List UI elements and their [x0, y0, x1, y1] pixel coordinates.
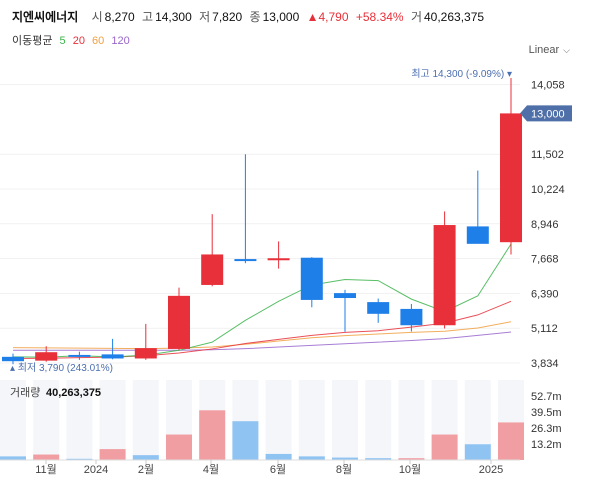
candle-body [134, 348, 157, 359]
ma5-line [12, 243, 512, 358]
candle-body [367, 302, 390, 314]
x-tick-label: 2025 [479, 464, 503, 476]
volume-value: 40,263,375 [423, 10, 485, 24]
high-annotation: 최고 14,300 (-9.09%) ▾ [411, 68, 512, 80]
moving-average-legend[interactable]: 이동평균 5 20 60 120 [12, 32, 134, 48]
x-tick-label: 8월 [336, 463, 352, 476]
x-tick-label: 11월 [35, 463, 57, 476]
low-annotation: ▴ 최저 3,790 (243.01%) [10, 362, 113, 374]
volume-tick-label: 52.7m [531, 391, 562, 403]
volume-column-bg [265, 380, 292, 460]
y-tick-label: 6,390 [531, 288, 559, 300]
ma-5: 5 [59, 35, 66, 47]
ma-60: 60 [92, 35, 105, 47]
candle-body [466, 226, 489, 244]
x-tick-label: 2024 [84, 464, 108, 476]
volume-bar [464, 444, 491, 460]
y-tick-label: 5,112 [531, 323, 558, 335]
volume-bar [265, 453, 292, 460]
volume-bar [199, 410, 226, 460]
volume-column-bg [332, 380, 358, 460]
candle-body [101, 354, 124, 359]
close-value: 13,000 [262, 10, 300, 24]
high-value: 14,300 [155, 10, 192, 24]
ma20-line [12, 300, 512, 359]
y-tick-label: 7,668 [531, 254, 559, 266]
ma120-line [13, 331, 512, 351]
volume-bar [398, 458, 425, 460]
candle-body [334, 293, 356, 299]
volume-column-bg [33, 380, 60, 460]
open-value: 8,270 [104, 10, 135, 24]
y-tick-label: 14,058 [531, 80, 565, 92]
x-tick-label: 6월 [270, 463, 286, 476]
candle-body [68, 354, 91, 357]
volume-title: 거래량 [10, 386, 40, 399]
candle-body [35, 352, 58, 361]
volume-column-bg [132, 380, 159, 460]
stock-name: 지엔씨에너지 [12, 10, 79, 24]
y-tick-label: 10,224 [531, 184, 565, 196]
candle-body [2, 356, 24, 362]
candle-body [267, 258, 290, 261]
volume-bar [431, 434, 458, 460]
current-price-label: 13,000 [531, 108, 565, 120]
y-tick-label: 8,946 [531, 219, 559, 231]
candle-body [201, 254, 224, 285]
scale-mode-dropdown[interactable]: Linear ⌵ [529, 44, 570, 56]
ma-120: 120 [111, 35, 130, 47]
x-tick-label: 2월 [138, 463, 154, 476]
volume-column-bg [0, 380, 26, 460]
change-value: ▲4,790 [306, 10, 349, 24]
low-label: 저 [199, 10, 211, 24]
y-tick-label: 11,502 [531, 149, 564, 161]
candle-body [234, 259, 257, 262]
volume-label: 거 [410, 10, 422, 24]
volume-bar [66, 458, 93, 460]
volume-bar [365, 458, 392, 460]
volume-column-bg [398, 380, 425, 460]
candle-body [433, 225, 456, 326]
moving-average-label: 이동평균 [12, 35, 53, 47]
volume-bar [0, 456, 26, 460]
volume-column-bg [66, 380, 93, 460]
volume-bar [298, 456, 325, 460]
volume-bar [232, 421, 259, 460]
candle-body [168, 295, 190, 349]
candle-body [400, 308, 423, 326]
high-label: 고 [142, 10, 154, 24]
volume-total: 40,263,375 [46, 387, 101, 399]
volume-column-bg [365, 380, 392, 460]
volume-tick-label: 39.5m [531, 407, 562, 419]
candle-body [500, 113, 522, 243]
ma60-line [12, 321, 512, 350]
current-price-tag [520, 105, 572, 122]
volume-bar [166, 434, 192, 460]
volume-column-bg [99, 380, 126, 460]
scale-mode-label: Linear [528, 44, 560, 56]
x-tick-label: 4월 [203, 463, 219, 476]
chevron-down-icon: ⌵ [563, 45, 570, 55]
volume-bar [99, 449, 126, 460]
ma-20: 20 [72, 35, 85, 47]
y-tick-label: 3,834 [531, 358, 559, 370]
volume-bar [132, 455, 159, 460]
volume-bar [498, 422, 524, 460]
volume-tick-label: 26.3m [531, 423, 562, 435]
volume-column-bg [298, 380, 325, 460]
volume-bar [33, 454, 60, 460]
open-label: 시 [91, 10, 103, 24]
low-value: 7,820 [212, 10, 243, 24]
close-label: 종 [249, 10, 261, 24]
volume-tick-label: 13.2m [531, 439, 562, 451]
candle-body [300, 257, 323, 300]
change-percent: +58.34% [355, 10, 404, 24]
volume-bar [332, 457, 358, 460]
x-tick-label: 10월 [399, 463, 421, 476]
quote-header: 지엔씨에너지 시 8,270 고 14,300 저 7,820 종 13,000 ▲4,… [12, 8, 484, 25]
